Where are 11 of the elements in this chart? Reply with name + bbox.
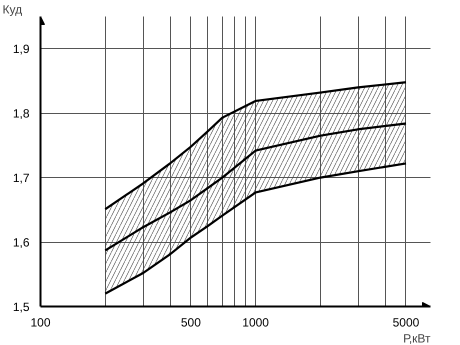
y-tick-label: 1,5 — [12, 300, 30, 314]
x-tick-label: 1000 — [242, 316, 270, 330]
y-axis-title: Куд — [2, 2, 22, 16]
y-tick-label: 1,8 — [12, 106, 30, 121]
x-axis-title: Р,кВт — [403, 332, 432, 345]
y-tick-label: 1,9 — [12, 42, 30, 56]
y-tick-label: 1,6 — [12, 236, 30, 250]
x-tick-label: 5000 — [392, 316, 420, 330]
y-tick-label: 1,7 — [12, 171, 30, 186]
x-tick-label: 100 — [30, 316, 51, 330]
x-tick-label: 500 — [180, 316, 202, 330]
